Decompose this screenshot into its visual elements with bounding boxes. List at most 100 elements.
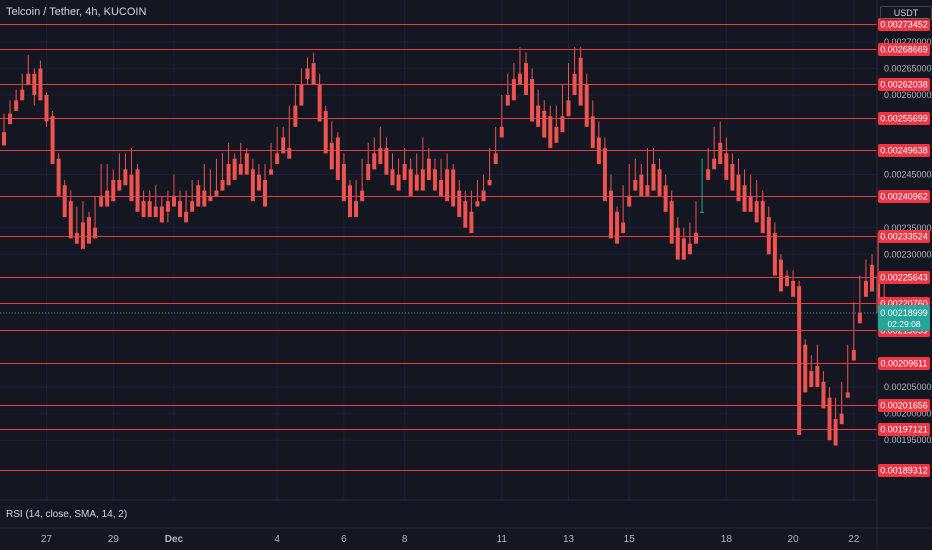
candle-body [50,116,55,165]
candle-body [487,179,492,186]
candle [329,121,334,170]
candle-body [821,381,826,409]
candle-body [335,137,340,180]
candle [481,174,486,202]
candle [821,371,826,409]
candle [281,126,286,154]
time-axis[interactable]: 27 29 Dec 4 6 8 11 13 15 18 20 22 [41,534,860,545]
candle-body [244,153,249,175]
candle [426,148,431,180]
candle-body [639,174,644,196]
candle [511,63,516,101]
candle [772,222,777,276]
candle [226,142,231,186]
candle [627,164,632,207]
level-label-box [878,357,930,370]
grid [0,0,877,500]
time-tick-label: 22 [848,534,860,545]
candle-body [627,195,632,207]
rsi-indicator-label[interactable]: RSI (14, close, SMA, 14, 2) [6,509,128,520]
candle [360,158,365,202]
candle [524,52,529,95]
level-label: 0.00197121 [880,425,928,435]
currency-selector[interactable]: USDT [880,6,932,20]
candle-body [554,126,559,143]
candle [269,142,274,175]
candle [208,169,213,202]
candle [250,158,255,202]
candle-body [499,126,504,138]
candle-body [432,169,437,191]
price-tick-label: 0.00245000 [884,170,932,180]
candle [724,137,729,180]
candle-body [754,201,759,223]
candle-body [62,185,67,218]
candle [366,142,371,180]
candle [2,113,6,146]
time-tick-label: 13 [563,534,575,545]
candle-body [147,201,152,218]
candle-body [311,63,316,85]
candle [8,100,13,125]
candle-body [263,179,268,207]
candle-body [2,132,6,146]
level-label-box [878,230,930,243]
candle-body [287,148,292,159]
candle [542,100,547,138]
level-label: 0.00255699 [880,114,928,124]
candle [651,148,656,191]
candle-body [178,201,183,218]
candle-body [772,233,777,276]
candle [26,55,31,85]
candle [554,105,559,143]
candle-body [797,286,802,435]
candle-body [105,190,110,207]
time-tick-label: 6 [341,534,347,545]
candle [135,164,140,212]
candle [50,110,55,165]
candle [74,206,79,244]
candle [827,387,832,441]
time-tick-label: 29 [108,534,120,545]
candle [615,206,620,244]
price-axis[interactable]: 0.00270000 0.00265000 0.00260000 0.00245000… [884,37,932,445]
candle [797,280,802,435]
candle [639,164,644,196]
candle-body [123,169,128,186]
candle-body [851,349,856,361]
level-label: 0.00225643 [880,273,928,283]
candle [396,158,401,191]
candle-body [633,179,638,191]
candle-body [675,227,680,260]
candle [432,158,437,191]
candle-body [511,79,516,101]
candle [657,158,662,196]
candle-body [706,169,711,180]
candle-body [845,392,850,398]
candle-body [80,222,85,249]
candle-body [584,84,589,127]
time-tick-label: 18 [721,534,733,545]
candle-body [420,169,425,191]
candle-body [669,201,674,244]
candle-body [171,195,176,207]
candle-body [505,94,510,106]
candle-body [445,169,450,202]
candle-body [378,148,383,165]
candle [275,126,280,165]
candle [785,270,790,287]
candle [80,201,85,249]
candle [56,153,61,196]
candle-body [809,371,814,388]
level-label: 0.00189312 [880,466,928,476]
candle [244,148,249,175]
candle-body [135,169,140,212]
candle-body [317,84,322,122]
candle [536,89,541,127]
level-label-box [878,464,930,477]
candle [851,302,856,361]
current-price-box [878,305,930,331]
candle [863,259,868,297]
candle [378,126,383,165]
